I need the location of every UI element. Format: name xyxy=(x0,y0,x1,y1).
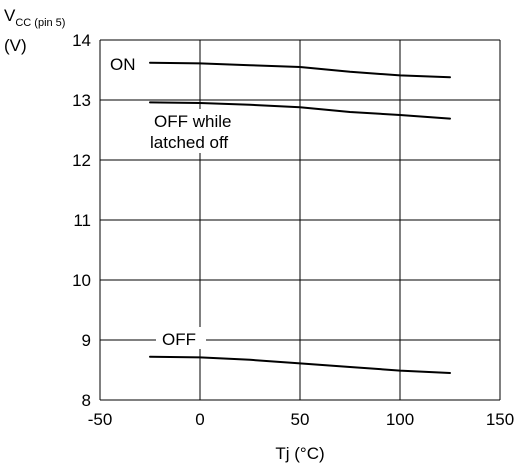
label-off: OFF xyxy=(162,330,196,349)
x-axis-title: Tj (°C) xyxy=(275,444,324,463)
y-axis-title-main: V xyxy=(4,6,16,25)
y-axis-unit: (V) xyxy=(4,36,27,55)
x-tick-label: 50 xyxy=(291,410,310,429)
y-tick-label: 8 xyxy=(82,391,91,410)
label-off-latched-line1: OFF while xyxy=(154,112,231,131)
y-tick-label: 11 xyxy=(73,211,91,230)
x-tick-label: 100 xyxy=(386,410,414,429)
tick-labels: -50 0 50 100 150 8 9 10 11 12 13 14 xyxy=(72,31,514,429)
y-tick-label: 12 xyxy=(72,151,91,170)
y-tick-label: 13 xyxy=(72,91,91,110)
y-axis-title-sub: CC (pin 5) xyxy=(15,17,65,29)
label-on: ON xyxy=(110,55,136,74)
label-off-latched-line2: latched off xyxy=(150,133,228,152)
x-tick-label: 0 xyxy=(195,410,204,429)
label-on-bg xyxy=(103,53,147,73)
y-tick-label: 9 xyxy=(82,331,91,350)
series-line-2 xyxy=(149,355,451,374)
y-tick-label: 10 xyxy=(72,271,91,290)
y-axis-title: VCC (pin 5) xyxy=(4,6,65,29)
x-tick-label: 150 xyxy=(486,410,514,429)
series-line-0 xyxy=(149,61,451,79)
x-tick-label: -50 xyxy=(88,410,113,429)
series-lines xyxy=(149,61,451,374)
series-line-1 xyxy=(149,101,451,120)
label-off-latched-bg xyxy=(150,109,250,153)
y-tick-label: 14 xyxy=(72,31,91,50)
label-off-bg xyxy=(156,327,206,349)
